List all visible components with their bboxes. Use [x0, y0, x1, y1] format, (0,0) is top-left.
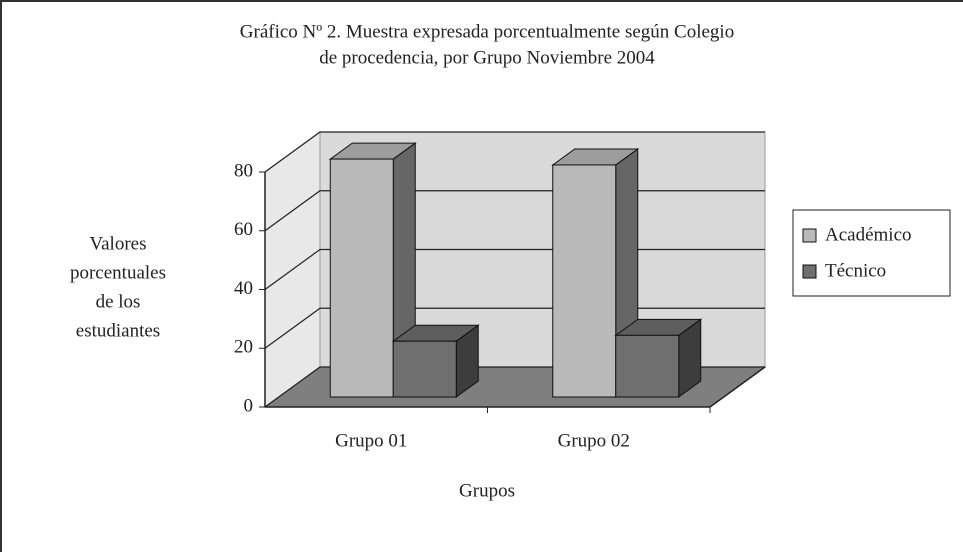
y-tick-label: 60 — [234, 219, 253, 240]
y-axis-label: de los — [96, 291, 141, 312]
y-axis-label: Valores — [90, 233, 147, 254]
y-tick-label: 40 — [234, 278, 253, 299]
bar — [552, 164, 617, 398]
chart-title: de procedencia, por Grupo Noviembre 2004 — [319, 47, 655, 68]
bar — [392, 340, 457, 398]
x-tick-label: Grupo 02 — [558, 430, 630, 451]
x-tick-label: Grupo 01 — [335, 430, 407, 451]
y-tick-label: 80 — [234, 160, 253, 181]
y-axis-label: estudiantes — [76, 320, 160, 341]
legend-swatch — [802, 264, 817, 279]
legend-label: Académico — [825, 224, 912, 245]
y-tick-label: 0 — [244, 395, 254, 416]
grid-line — [264, 131, 765, 173]
legend — [792, 209, 951, 297]
y-axis-label: porcentuales — [70, 262, 166, 283]
x-axis-label: Grupos — [459, 480, 515, 501]
legend-label: Técnico — [825, 260, 886, 281]
x-axis-back — [709, 366, 766, 408]
bar — [615, 334, 680, 398]
bar — [329, 158, 394, 398]
chart-title: Gráfico Nº 2. Muestra expresada porcentu… — [240, 21, 734, 42]
y-tick-label: 20 — [234, 337, 253, 358]
legend-swatch — [802, 228, 817, 243]
